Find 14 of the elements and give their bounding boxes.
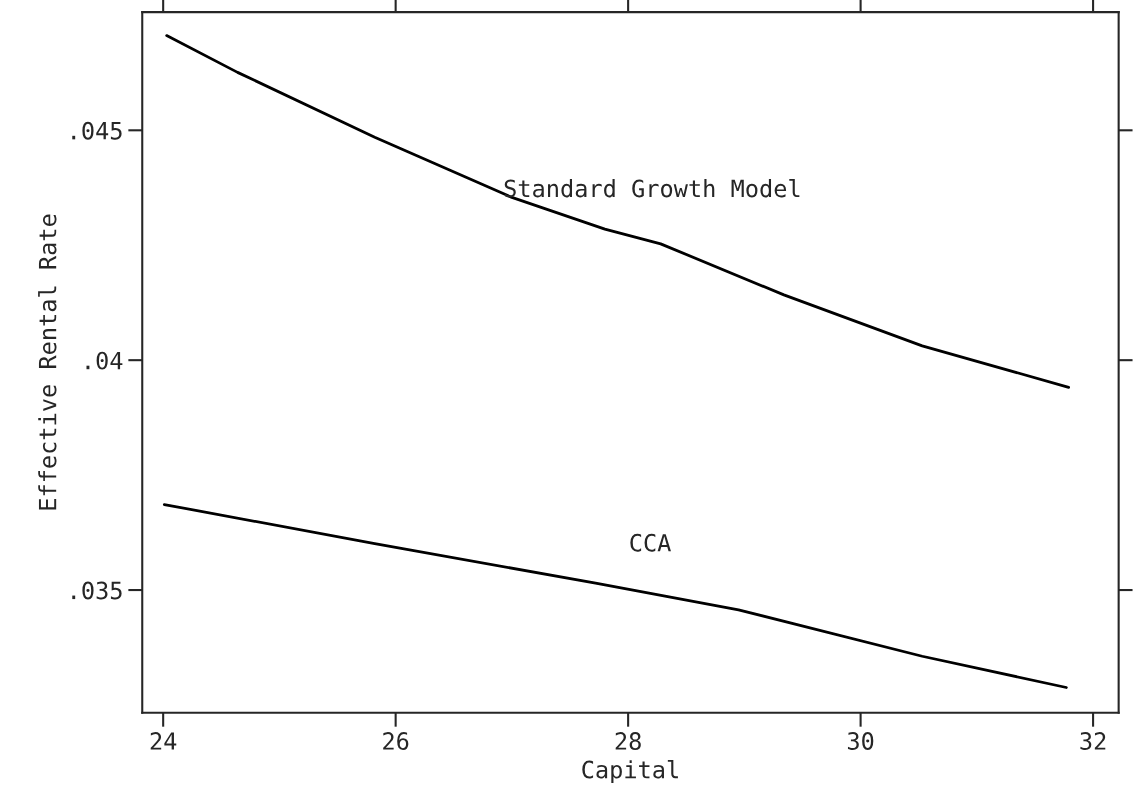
x-tick-label: 32	[1080, 732, 1106, 750]
line-series	[165, 34, 1071, 389]
series-label: Standard Growth Model	[504, 178, 800, 198]
y-tick-label: .035	[72, 581, 122, 600]
y-axis-title: Effective Rental Rate	[38, 214, 57, 510]
series-label: CCA	[630, 533, 671, 552]
line-series	[162, 503, 1068, 689]
y-tick-label: .045	[72, 121, 122, 140]
x-tick-label: 24	[150, 732, 177, 750]
x-tick-label: 28	[615, 732, 641, 750]
x-axis-title: Capital	[582, 760, 678, 784]
x-tick-label: 30	[847, 732, 874, 750]
x-tick-label: 26	[383, 732, 409, 750]
y-tick-label: .04	[86, 351, 123, 370]
